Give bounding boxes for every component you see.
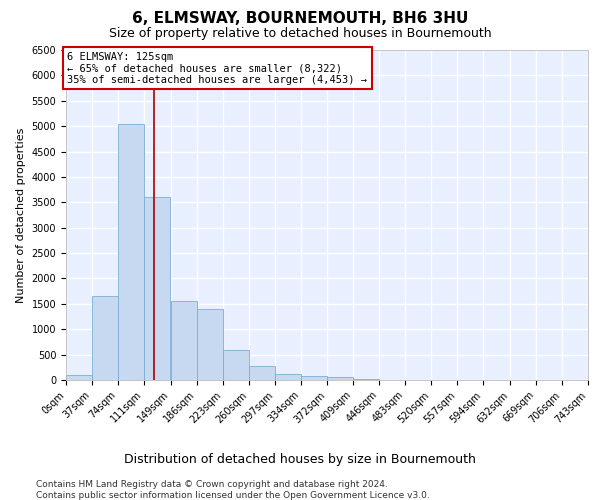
Bar: [328, 378, 353, 380]
Bar: [92, 296, 118, 380]
Bar: [275, 374, 301, 380]
Text: Distribution of detached houses by size in Bournemouth: Distribution of detached houses by size …: [124, 452, 476, 466]
Bar: [144, 197, 170, 380]
Text: Contains public sector information licensed under the Open Government Licence v3: Contains public sector information licen…: [36, 491, 430, 500]
Bar: [248, 366, 275, 380]
Y-axis label: Number of detached properties: Number of detached properties: [16, 128, 26, 302]
Bar: [223, 350, 248, 380]
Bar: [118, 124, 144, 380]
Text: 6 ELMSWAY: 125sqm
← 65% of detached houses are smaller (8,322)
35% of semi-detac: 6 ELMSWAY: 125sqm ← 65% of detached hous…: [67, 52, 367, 85]
Bar: [301, 376, 326, 380]
Bar: [353, 379, 379, 380]
Text: Contains HM Land Registry data © Crown copyright and database right 2024.: Contains HM Land Registry data © Crown c…: [36, 480, 388, 489]
Text: 6, ELMSWAY, BOURNEMOUTH, BH6 3HU: 6, ELMSWAY, BOURNEMOUTH, BH6 3HU: [132, 11, 468, 26]
Bar: [66, 375, 92, 380]
Bar: [170, 302, 197, 380]
Bar: [197, 309, 223, 380]
Text: Size of property relative to detached houses in Bournemouth: Size of property relative to detached ho…: [109, 28, 491, 40]
